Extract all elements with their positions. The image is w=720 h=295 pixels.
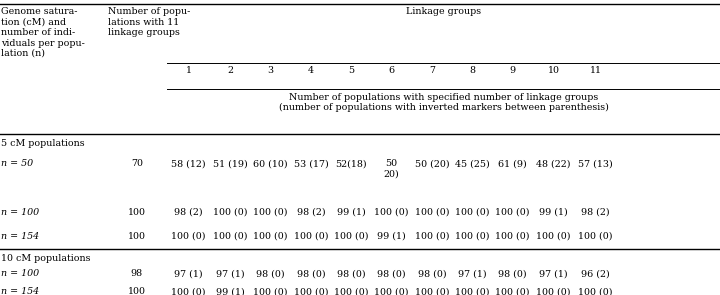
Text: 100: 100	[128, 232, 145, 241]
Text: 3: 3	[268, 66, 274, 76]
Text: 100 (0): 100 (0)	[578, 287, 613, 295]
Text: 100 (0): 100 (0)	[213, 232, 248, 241]
Text: 100 (0): 100 (0)	[253, 232, 288, 241]
Text: 57 (13): 57 (13)	[578, 159, 613, 168]
Text: 61 (9): 61 (9)	[498, 159, 527, 168]
Text: 98 (0): 98 (0)	[377, 269, 406, 278]
Text: 100 (0): 100 (0)	[213, 208, 248, 217]
Text: 99 (1): 99 (1)	[216, 287, 245, 295]
Text: 100 (0): 100 (0)	[455, 208, 490, 217]
Text: n = 154: n = 154	[1, 287, 39, 295]
Text: 100 (0): 100 (0)	[578, 232, 613, 241]
Text: 97 (1): 97 (1)	[216, 269, 245, 278]
Text: 99 (1): 99 (1)	[377, 232, 406, 241]
Text: 60 (10): 60 (10)	[253, 159, 288, 168]
Text: 98 (2): 98 (2)	[581, 208, 610, 217]
Text: 99 (1): 99 (1)	[539, 208, 568, 217]
Text: 50 (20): 50 (20)	[415, 159, 449, 168]
Text: 100 (0): 100 (0)	[334, 287, 369, 295]
Text: 50
20): 50 20)	[384, 159, 400, 179]
Text: 99 (1): 99 (1)	[337, 208, 366, 217]
Text: 100 (0): 100 (0)	[495, 287, 530, 295]
Text: 97 (1): 97 (1)	[539, 269, 568, 278]
Text: 98 (2): 98 (2)	[297, 208, 325, 217]
Text: 100 (0): 100 (0)	[294, 287, 328, 295]
Text: 100 (0): 100 (0)	[415, 232, 449, 241]
Text: 51 (19): 51 (19)	[213, 159, 248, 168]
Text: 98: 98	[131, 269, 143, 278]
Text: n = 154: n = 154	[1, 232, 39, 241]
Text: Number of popu-
lations with 11
linkage groups: Number of popu- lations with 11 linkage …	[108, 7, 190, 37]
Text: 100 (0): 100 (0)	[495, 232, 530, 241]
Text: 100 (0): 100 (0)	[171, 287, 206, 295]
Text: 100 (0): 100 (0)	[536, 232, 571, 241]
Text: Linkage groups: Linkage groups	[406, 7, 481, 17]
Text: 100 (0): 100 (0)	[455, 232, 490, 241]
Text: 100 (0): 100 (0)	[374, 208, 409, 217]
Text: 100 (0): 100 (0)	[294, 232, 328, 241]
Text: 7: 7	[429, 66, 435, 76]
Text: 98 (2): 98 (2)	[174, 208, 203, 217]
Text: 100 (0): 100 (0)	[334, 232, 369, 241]
Text: 100 (0): 100 (0)	[415, 287, 449, 295]
Text: 100 (0): 100 (0)	[536, 287, 571, 295]
Text: 100: 100	[128, 208, 145, 217]
Text: 100 (0): 100 (0)	[374, 287, 409, 295]
Text: n = 50: n = 50	[1, 159, 33, 168]
Text: 70: 70	[131, 159, 143, 168]
Text: 11: 11	[590, 66, 601, 76]
Text: Genome satura-
tion (cM) and
number of indi-
viduals per popu-
lation (n): Genome satura- tion (cM) and number of i…	[1, 7, 84, 58]
Text: 100 (0): 100 (0)	[415, 208, 449, 217]
Text: 97 (1): 97 (1)	[174, 269, 203, 278]
Text: 100 (0): 100 (0)	[455, 287, 490, 295]
Text: 1: 1	[186, 66, 192, 76]
Text: 98 (0): 98 (0)	[498, 269, 527, 278]
Text: 100: 100	[128, 287, 145, 295]
Text: 9: 9	[510, 66, 516, 76]
Text: 10 cM populations: 10 cM populations	[1, 254, 90, 263]
Text: 48 (22): 48 (22)	[536, 159, 571, 168]
Text: 100 (0): 100 (0)	[495, 208, 530, 217]
Text: 8: 8	[469, 66, 475, 76]
Text: 10: 10	[548, 66, 559, 76]
Text: 4: 4	[308, 66, 314, 76]
Text: 52(18): 52(18)	[336, 159, 367, 168]
Text: 6: 6	[389, 66, 395, 76]
Text: 45 (25): 45 (25)	[455, 159, 490, 168]
Text: 100 (0): 100 (0)	[171, 232, 206, 241]
Text: 2: 2	[228, 66, 233, 76]
Text: n = 100: n = 100	[1, 208, 39, 217]
Text: 58 (12): 58 (12)	[171, 159, 206, 168]
Text: 98 (0): 98 (0)	[418, 269, 446, 278]
Text: 97 (1): 97 (1)	[458, 269, 487, 278]
Text: 100 (0): 100 (0)	[253, 287, 288, 295]
Text: 98 (0): 98 (0)	[297, 269, 325, 278]
Text: n = 100: n = 100	[1, 269, 39, 278]
Text: 98 (0): 98 (0)	[256, 269, 285, 278]
Text: Number of populations with specified number of linkage groups
(number of populat: Number of populations with specified num…	[279, 93, 608, 112]
Text: 53 (17): 53 (17)	[294, 159, 328, 168]
Text: 5: 5	[348, 66, 354, 76]
Text: 98 (0): 98 (0)	[337, 269, 366, 278]
Text: 5 cM populations: 5 cM populations	[1, 139, 84, 148]
Text: 96 (2): 96 (2)	[581, 269, 610, 278]
Text: 100 (0): 100 (0)	[253, 208, 288, 217]
